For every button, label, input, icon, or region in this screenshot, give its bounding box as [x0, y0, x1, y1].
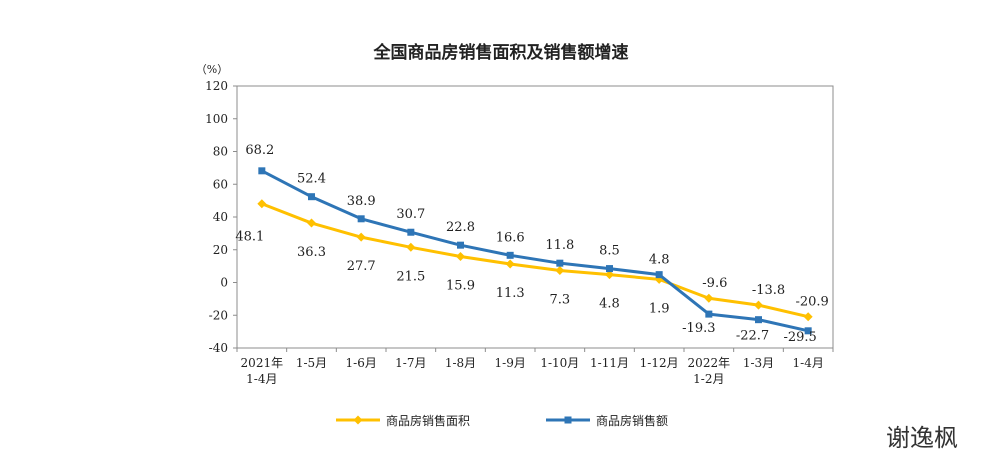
data-label: -9.6: [702, 276, 727, 291]
x-tick-label: 1-12月: [640, 356, 679, 370]
data-label: -20.9: [795, 295, 828, 310]
data-label: 30.7: [396, 207, 425, 222]
x-tick-label: 1-11月: [590, 356, 629, 370]
y-tick-label: 80: [213, 145, 228, 159]
data-point-marker: [307, 218, 316, 228]
data-label: 52.4: [297, 172, 326, 187]
chart-title: 全国商品房销售面积及销售额增速: [373, 43, 629, 63]
x-tick-label: 1-4月: [793, 356, 824, 370]
data-point-marker: [804, 327, 812, 335]
y-tick-label: 100: [205, 112, 228, 126]
data-label: 36.3: [297, 245, 326, 260]
y-tick-label: 0: [220, 276, 228, 290]
x-tick-label: 1-9月: [495, 356, 526, 370]
data-label: 16.6: [496, 230, 525, 245]
data-point-marker: [705, 310, 713, 318]
y-tick-label: 60: [213, 177, 228, 191]
data-point-marker: [407, 228, 415, 236]
data-point-marker: [258, 167, 266, 175]
data-point-marker: [357, 215, 365, 223]
data-point-marker: [605, 270, 614, 280]
data-label: 68.2: [245, 143, 274, 158]
data-label: 38.9: [347, 194, 376, 209]
y-tick-label: 40: [213, 210, 228, 224]
y-axis-unit-label: （%）: [196, 63, 228, 76]
data-point-marker: [406, 242, 416, 252]
data-point-marker: [655, 271, 663, 279]
data-label: -13.8: [752, 283, 785, 298]
data-label: -22.7: [736, 329, 769, 344]
data-label: -19.3: [682, 321, 715, 336]
data-label: 27.7: [347, 259, 376, 274]
data-point-marker: [704, 293, 714, 303]
data-label: 11.8: [545, 238, 574, 253]
data-label: 15.9: [446, 278, 475, 293]
data-point-marker: [556, 259, 564, 267]
data-label: 4.8: [649, 253, 670, 268]
x-tick-label: 1-6月: [346, 356, 377, 370]
y-tick-label: 20: [213, 243, 228, 257]
data-point-marker: [457, 241, 464, 249]
data-point-marker: [505, 259, 515, 269]
data-point-marker: [803, 312, 813, 322]
data-point-marker: [308, 193, 315, 201]
data-point-marker: [555, 266, 565, 276]
x-tick-label: 1-8月: [445, 356, 476, 370]
y-tick-label: 120: [205, 79, 228, 93]
x-tick-label: 1-10月: [540, 356, 579, 370]
data-label: 22.8: [446, 220, 475, 235]
x-tick-label: 2022年 1-2月: [688, 356, 731, 386]
legend-label: 商品房销售面积: [386, 413, 470, 428]
data-label: 1.9: [649, 301, 670, 316]
watermark: 谢逸枫: [886, 424, 958, 452]
data-point-marker: [754, 300, 763, 310]
data-point-marker: [606, 265, 613, 273]
x-tick-label: 1-7月: [395, 356, 426, 370]
legend-marker: [353, 415, 363, 425]
data-label: -29.5: [783, 330, 816, 345]
series-line-1: [261, 202, 809, 319]
y-tick-label: -20: [209, 308, 228, 322]
x-tick-label: 1-3月: [743, 356, 774, 370]
data-point-marker: [456, 251, 465, 261]
data-label: 21.5: [396, 269, 425, 284]
legend-label: 商品房销售额: [596, 413, 668, 428]
plot-frame: [236, 85, 834, 349]
y-tick-label: -40: [209, 341, 228, 355]
x-tick-label: 2021年 1-4月: [241, 356, 284, 386]
data-point-marker: [356, 232, 366, 242]
data-label: 8.5: [599, 244, 620, 259]
data-label: 4.8: [599, 297, 620, 312]
legend-marker: [564, 416, 572, 424]
data-label: 48.1: [235, 230, 264, 245]
series-line-2: [261, 169, 809, 333]
data-label: 7.3: [549, 293, 570, 308]
data-point-marker: [506, 251, 514, 259]
data-label: 11.3: [496, 286, 525, 301]
x-tick-label: 1-5月: [296, 356, 327, 370]
data-point-marker: [257, 199, 267, 209]
data-point-marker: [755, 316, 762, 324]
